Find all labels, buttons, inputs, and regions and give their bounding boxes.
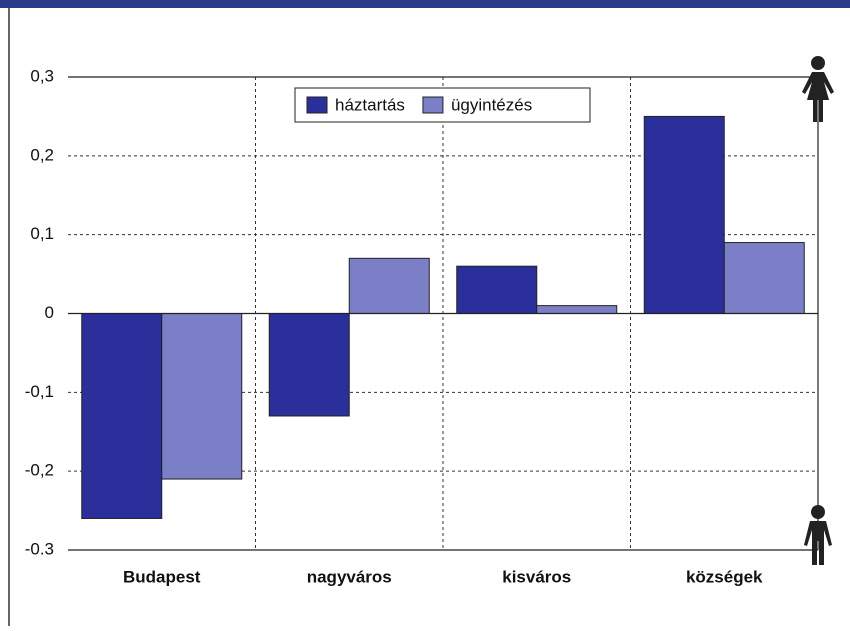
bar	[161, 313, 243, 480]
bar	[456, 265, 538, 315]
male-icon	[804, 505, 832, 565]
legend-swatch	[422, 96, 444, 114]
bar	[81, 313, 163, 519]
bar	[348, 257, 430, 315]
x-tick-label: nagyváros	[307, 567, 392, 586]
y-tick-label: 0,2	[30, 145, 54, 164]
bar	[536, 305, 618, 315]
bar	[643, 115, 725, 314]
x-tick-label: községek	[686, 567, 763, 586]
header-strip	[0, 0, 850, 8]
legend-label: háztartás	[335, 95, 405, 114]
bar	[268, 313, 350, 417]
female-icon	[802, 56, 834, 122]
y-tick-label: -0.3	[25, 539, 54, 558]
y-tick-label: 0,3	[30, 66, 54, 85]
x-tick-label: kisváros	[502, 567, 571, 586]
legend-label: ügyintézés	[451, 95, 532, 114]
y-tick-label: -0,2	[25, 461, 54, 480]
y-tick-label: 0	[45, 303, 54, 322]
legend-swatch	[306, 96, 328, 114]
bar	[723, 242, 805, 314]
y-tick-label: 0,1	[30, 224, 54, 243]
y-tick-label: -0,1	[25, 382, 54, 401]
x-tick-label: Budapest	[123, 567, 201, 586]
